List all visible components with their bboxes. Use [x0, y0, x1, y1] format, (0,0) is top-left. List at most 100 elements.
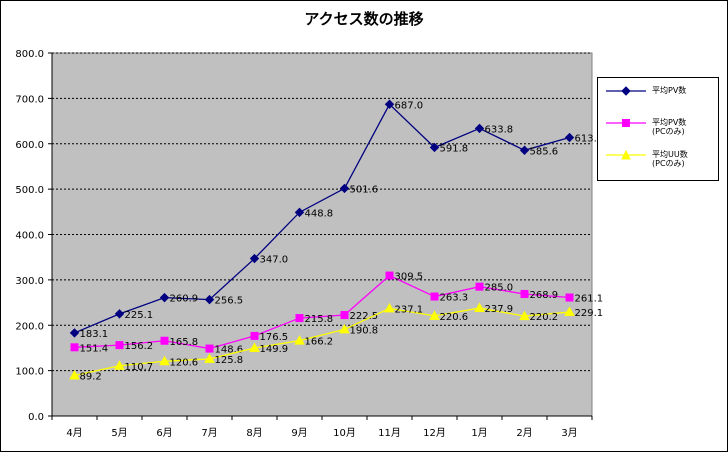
series-2-point	[160, 336, 169, 345]
legend-label: 平均PV数 (PCのみ)	[652, 118, 687, 136]
series-2-data-label: 165.8	[170, 337, 199, 348]
legend-item: 平均PV数 (PCのみ)	[598, 118, 718, 148]
x-tick-label: 5月	[111, 427, 127, 439]
y-tick-label: 500.0	[15, 185, 44, 196]
x-tick-label: 8月	[246, 427, 262, 439]
x-tick-label: 12月	[423, 427, 446, 439]
series-3-point	[204, 353, 215, 363]
series-1-point	[114, 309, 125, 319]
series-3-point	[429, 310, 440, 320]
series-1-point	[429, 142, 440, 153]
series-1-data-label: 613.7	[575, 134, 604, 145]
series-1-point	[249, 253, 260, 264]
legend-label: 平均UU数 (PCのみ)	[652, 150, 688, 168]
series-1-point	[384, 99, 395, 109]
x-tick-label: 6月	[156, 427, 172, 439]
series-3-point	[519, 310, 530, 321]
legend-swatch	[606, 86, 646, 96]
series-2-point	[565, 293, 574, 302]
series-1-point	[474, 123, 485, 134]
series-3-data-label: 190.8	[350, 325, 379, 336]
series-2-point	[250, 331, 259, 340]
series-1-data-label: 448.8	[305, 208, 334, 219]
x-tick-label: 10月	[333, 427, 356, 439]
legend: 平均PV数平均PV数 (PCのみ) 平均UU数 (PCのみ)	[597, 77, 719, 181]
series-2-point	[430, 292, 439, 301]
series-1-point	[294, 207, 305, 218]
x-tick-label: 9月	[291, 427, 307, 439]
x-tick-label: 1月	[471, 427, 487, 439]
x-tick-label: 3月	[561, 427, 577, 439]
series-1-point	[69, 328, 80, 338]
series-2-point	[295, 314, 304, 323]
series-3-point	[339, 323, 350, 334]
series-line-2	[74, 274, 570, 350]
series-2-data-label: 151.4	[80, 343, 109, 354]
series-2-data-label: 285.0	[485, 283, 514, 294]
series-2-point	[70, 343, 79, 352]
legend-swatch	[606, 119, 646, 127]
series-1-point	[564, 132, 575, 143]
series-2-data-label: 148.6	[215, 345, 244, 356]
series-1-point	[339, 183, 350, 194]
series-3-point	[159, 355, 170, 366]
series-2-point	[475, 282, 484, 291]
series-3-data-label: 125.8	[215, 355, 244, 366]
series-3-point	[294, 335, 305, 345]
series-3-point	[564, 306, 575, 317]
series-2-data-label: 156.2	[125, 341, 154, 352]
x-tick-label: 7月	[201, 427, 217, 439]
legend-item: 平均UU数 (PCのみ)	[598, 150, 718, 180]
series-3-data-label: 237.9	[485, 304, 514, 315]
series-2-point	[385, 271, 394, 280]
chart-title: アクセス数の推移	[304, 10, 424, 28]
y-tick-label: 700.0	[15, 94, 44, 105]
series-2-data-label: 263.3	[440, 293, 469, 304]
series-3-data-label: 89.2	[80, 372, 102, 383]
y-tick-label: 800.0	[15, 49, 44, 60]
series-3-data-label: 220.2	[530, 312, 559, 323]
x-tick-label: 4月	[66, 427, 82, 439]
series-2-data-label: 215.8	[305, 314, 334, 325]
x-tick-label: 11月	[378, 427, 401, 439]
series-3-point	[69, 370, 80, 380]
series-2-data-label: 268.9	[530, 290, 559, 301]
y-tick-label: 200.0	[15, 321, 44, 332]
y-tick-label: 400.0	[15, 231, 44, 242]
series-2-point	[520, 289, 529, 298]
series-3-data-label: 149.9	[260, 344, 289, 355]
legend-item: 平均PV数	[598, 86, 718, 116]
series-3-point	[249, 342, 260, 352]
y-tick-label: 0.0	[28, 412, 44, 423]
x-tick-label: 2月	[516, 427, 532, 439]
series-line-3	[74, 307, 570, 377]
series-3-data-label: 229.1	[575, 308, 604, 319]
series-2-data-label: 261.1	[575, 294, 604, 305]
series-3-data-label: 166.2	[305, 337, 334, 348]
series-1-data-label: 260.9	[170, 294, 199, 305]
series-2-data-label: 176.5	[260, 332, 289, 343]
series-3-data-label: 237.1	[395, 304, 424, 315]
series-1-point	[204, 294, 215, 305]
series-3-data-label: 220.6	[440, 312, 469, 323]
series-1-data-label: 591.8	[440, 143, 469, 154]
series-3-point	[474, 302, 485, 313]
series-1-data-label: 347.0	[260, 255, 289, 266]
series-3-point	[384, 302, 395, 313]
series-2-data-label: 309.5	[395, 272, 424, 283]
series-1-data-label: 256.5	[215, 296, 244, 307]
y-tick-label: 100.0	[15, 367, 44, 378]
series-1-point	[519, 145, 530, 155]
legend-label: 平均PV数	[652, 86, 687, 95]
y-tick-label: 600.0	[15, 140, 44, 151]
series-2-point	[205, 344, 214, 353]
series-line-1	[74, 103, 570, 334]
series-1-data-label: 585.6	[530, 146, 559, 157]
series-2-data-label: 222.5	[350, 311, 379, 322]
series-1-data-label: 501.6	[350, 184, 379, 195]
series-2-point	[115, 341, 124, 350]
series-3-data-label: 110.7	[125, 362, 154, 373]
series-1-data-label: 633.8	[485, 124, 514, 135]
series-1-data-label: 687.0	[395, 100, 424, 111]
